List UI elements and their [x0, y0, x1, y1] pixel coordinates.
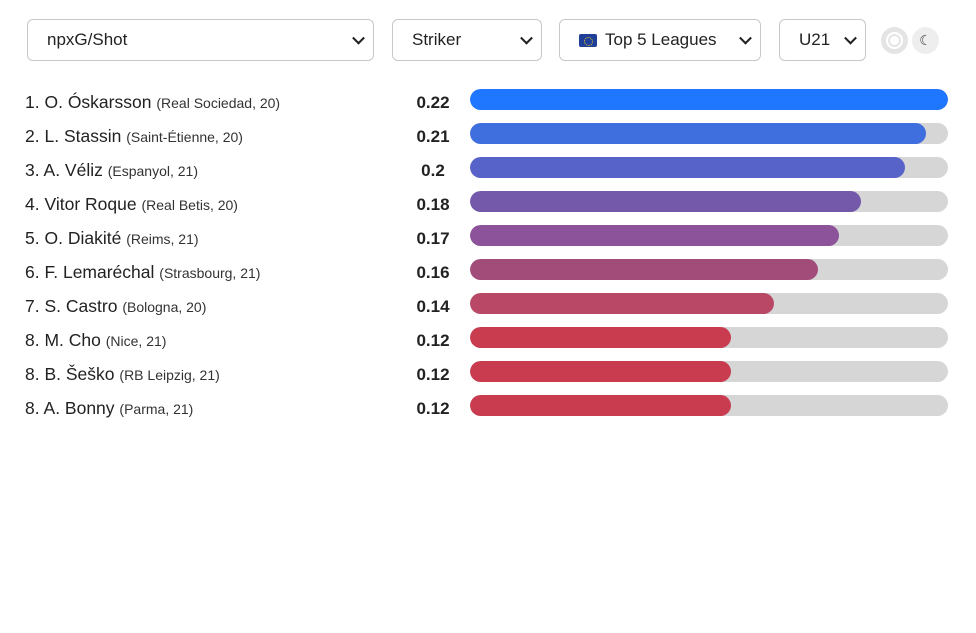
player-club-age: (Saint-Étienne, 20): [126, 129, 243, 145]
value-label: 0.12: [416, 365, 450, 384]
chevron-down-icon: [844, 31, 857, 45]
bar-track: [470, 327, 948, 348]
player-name: S. Castro: [44, 296, 118, 316]
player-rank: 8.: [25, 364, 40, 384]
player-name: M. Cho: [44, 330, 101, 350]
bar: [470, 123, 927, 144]
player-club-age: (Espanyol, 21): [107, 163, 198, 179]
ranking-chart: 1. O. Óskarsson (Real Sociedad, 20) 0.22 2…: [25, 86, 950, 426]
light-mode-button[interactable]: [881, 27, 908, 54]
value-label: 0.18: [416, 195, 450, 214]
age-select[interactable]: U21: [779, 19, 866, 61]
bar: [470, 191, 862, 212]
player-label: 2. L. Stassin (Saint-Étienne, 20): [25, 126, 243, 147]
player-label: 8. B. Šeško (RB Leipzig, 21): [25, 364, 220, 385]
player-club-age: (Real Sociedad, 20): [156, 95, 281, 111]
player-label: 3. A. Véliz (Espanyol, 21): [25, 160, 198, 181]
player-club-age: (Strasbourg, 21): [159, 265, 261, 281]
value-label: 0.16: [416, 263, 450, 282]
player-label: 6. F. Lemaréchal (Strasbourg, 21): [25, 262, 260, 283]
player-row: 8. M. Cho (Nice, 21) 0.12: [25, 324, 950, 358]
position-select-value: Striker: [412, 30, 462, 49]
bar-track: [470, 123, 948, 144]
player-rank: 8.: [25, 398, 40, 418]
metric-select[interactable]: npxG/Shot: [27, 19, 374, 61]
age-select-value: U21: [799, 30, 831, 49]
player-rank: 4.: [25, 194, 40, 214]
position-select[interactable]: Striker: [392, 19, 542, 61]
value-label: 0.12: [416, 399, 450, 418]
bar-track: [470, 259, 948, 280]
value-label: 0.12: [416, 331, 450, 350]
player-row: 1. O. Óskarsson (Real Sociedad, 20) 0.22: [25, 86, 950, 120]
bar: [470, 327, 731, 348]
player-label: 7. S. Castro (Bologna, 20): [25, 296, 206, 317]
player-rank: 3.: [25, 160, 40, 180]
bar-track: [470, 225, 948, 246]
dark-mode-button[interactable]: ☾: [912, 27, 939, 54]
player-rank: 2.: [25, 126, 40, 146]
bar-track: [470, 191, 948, 212]
value-label: 0.22: [416, 93, 450, 112]
player-name: B. Šeško: [44, 364, 115, 384]
player-club-age: (Bologna, 20): [122, 299, 207, 315]
player-rank: 1.: [25, 92, 40, 112]
player-row: 5. O. Diakité (Reims, 21) 0.17: [25, 222, 950, 256]
player-label: 8. M. Cho (Nice, 21): [25, 330, 166, 351]
player-label: 4. Vitor Roque (Real Betis, 20): [25, 194, 238, 215]
player-rank: 6.: [25, 262, 40, 282]
player-row: 2. L. Stassin (Saint-Étienne, 20) 0.21: [25, 120, 950, 154]
bar-track: [470, 361, 948, 382]
chevron-down-icon: [520, 31, 533, 45]
value-label: 0.14: [416, 297, 450, 316]
moon-icon: ☾: [919, 32, 932, 48]
theme-toggle: ☾: [881, 27, 941, 55]
player-name: O. Diakité: [44, 228, 122, 248]
player-name: O. Óskarsson: [44, 92, 152, 112]
league-select[interactable]: Top 5 Leagues: [559, 19, 761, 61]
bar: [470, 395, 731, 416]
bar-track: [470, 89, 948, 110]
player-club-age: (Nice, 21): [105, 333, 167, 349]
player-row: 8. A. Bonny (Parma, 21) 0.12: [25, 392, 950, 426]
league-select-value: Top 5 Leagues: [605, 30, 717, 49]
value-label: 0.2: [421, 161, 445, 180]
bar-track: [470, 157, 948, 178]
eu-flag-icon: [579, 33, 597, 47]
bar: [470, 225, 840, 246]
player-club-age: (RB Leipzig, 21): [119, 367, 220, 383]
bar-track: [470, 293, 948, 314]
player-rank: 8.: [25, 330, 40, 350]
value-label: 0.21: [416, 127, 450, 146]
bar: [470, 259, 818, 280]
player-club-age: (Reims, 21): [126, 231, 199, 247]
player-name: F. Lemaréchal: [44, 262, 155, 282]
player-club-age: (Real Betis, 20): [141, 197, 238, 213]
bar-track: [470, 395, 948, 416]
player-row: 3. A. Véliz (Espanyol, 21) 0.2: [25, 154, 950, 188]
player-rank: 5.: [25, 228, 40, 248]
player-name: Vitor Roque: [44, 194, 137, 214]
player-row: 4. Vitor Roque (Real Betis, 20) 0.18: [25, 188, 950, 222]
player-rank: 7.: [25, 296, 40, 316]
player-name: L. Stassin: [44, 126, 122, 146]
player-name: A. Véliz: [43, 160, 103, 180]
player-row: 8. B. Šeško (RB Leipzig, 21) 0.12: [25, 358, 950, 392]
bar: [470, 361, 731, 382]
bar: [470, 89, 948, 110]
filter-controls: npxG/Shot Striker Top 5 Leagues U21 ☾: [27, 19, 947, 63]
chevron-down-icon: [352, 31, 365, 45]
bar: [470, 157, 905, 178]
player-row: 7. S. Castro (Bologna, 20) 0.14: [25, 290, 950, 324]
value-label: 0.17: [416, 229, 450, 248]
player-name: A. Bonny: [43, 398, 115, 418]
metric-select-value: npxG/Shot: [47, 30, 128, 49]
player-row: 6. F. Lemaréchal (Strasbourg, 21) 0.16: [25, 256, 950, 290]
player-label: 1. O. Óskarsson (Real Sociedad, 20): [25, 92, 280, 113]
player-label: 5. O. Diakité (Reims, 21): [25, 228, 199, 249]
bar: [470, 293, 775, 314]
player-club-age: (Parma, 21): [119, 401, 194, 417]
player-label: 8. A. Bonny (Parma, 21): [25, 398, 193, 419]
chevron-down-icon: [739, 31, 752, 45]
